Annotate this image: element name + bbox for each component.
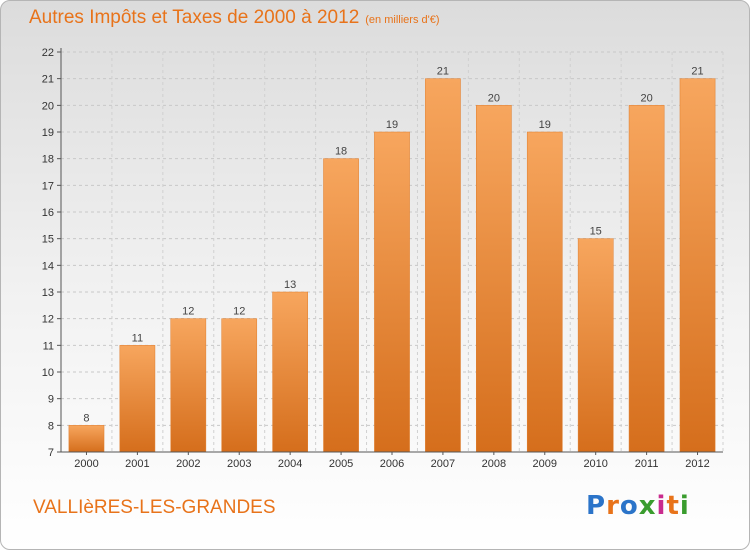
commune-name: VALLIèRES-LES-GRANDES xyxy=(33,497,276,518)
y-tick-label: 18 xyxy=(42,154,54,166)
y-tick-label: 20 xyxy=(42,100,54,112)
y-tick-label: 16 xyxy=(42,207,54,219)
y-tick-label: 11 xyxy=(43,340,54,352)
bar-value-label: 20 xyxy=(488,92,500,104)
bar-2007 xyxy=(425,78,461,453)
bar-value-label: 15 xyxy=(590,226,602,238)
y-tick-label: 10 xyxy=(42,367,54,379)
y-tick-label: 12 xyxy=(42,314,54,326)
x-tick-label: 2002 xyxy=(176,458,200,470)
bar-value-label: 18 xyxy=(335,146,347,158)
x-tick-label: 2012 xyxy=(685,458,709,470)
bar-value-label: 8 xyxy=(83,412,89,424)
y-tick-label: 9 xyxy=(48,394,54,406)
y-tick-label: 14 xyxy=(42,260,54,272)
x-tick-label: 2003 xyxy=(227,458,251,470)
bar-2004 xyxy=(272,291,308,453)
bar-value-label: 12 xyxy=(182,306,194,318)
y-tick-label: 7 xyxy=(48,447,54,459)
y-tick-label: 21 xyxy=(42,74,54,86)
bar-2002 xyxy=(170,318,207,453)
x-tick-label: 2006 xyxy=(380,458,404,470)
y-tick-label: 17 xyxy=(42,180,54,192)
chart-title-text: Autres Impôts et Taxes de 2000 à 2012 xyxy=(29,7,360,28)
x-tick-label: 2004 xyxy=(278,458,302,470)
y-tick-label: 19 xyxy=(42,127,54,139)
chart-title: Autres Impôts et Taxes de 2000 à 2012 (en… xyxy=(29,7,440,29)
bar-2001 xyxy=(119,345,156,453)
x-tick-label: 2001 xyxy=(125,458,149,470)
bar-value-label: 13 xyxy=(284,279,296,291)
bar-2005 xyxy=(323,158,359,453)
y-tick-label: 22 xyxy=(42,47,54,59)
bar-value-label: 19 xyxy=(386,119,398,131)
bar-2000 xyxy=(68,425,105,453)
y-tick-label: 15 xyxy=(42,234,54,246)
bar-2011 xyxy=(628,105,665,453)
bar-value-label: 11 xyxy=(132,332,143,344)
bar-2003 xyxy=(221,318,258,453)
bar-2012 xyxy=(679,78,716,453)
chart-subtitle: (en milliers d'€) xyxy=(365,14,440,26)
bar-2009 xyxy=(526,131,563,453)
x-tick-label: 2005 xyxy=(329,458,353,470)
axes xyxy=(57,48,723,455)
x-tick-label: 2011 xyxy=(635,458,659,470)
bar-value-label: 19 xyxy=(539,119,551,131)
bar-2006 xyxy=(374,131,410,453)
proxiti-logo: Proxiti xyxy=(586,491,690,521)
bar-value-label: 20 xyxy=(640,92,652,104)
x-tick-label: 2010 xyxy=(583,458,607,470)
bar-2008 xyxy=(476,105,512,453)
labels: 7 8 9 10 11 12 13 14 15 16 17 18 19 20 21 22 8 2000 11 2001… xyxy=(42,47,710,470)
bar-value-label: 21 xyxy=(691,66,703,78)
bar-value-label: 12 xyxy=(233,306,245,318)
x-tick-label: 2009 xyxy=(533,458,557,470)
x-tick-label: 2008 xyxy=(482,458,506,470)
x-tick-label: 2007 xyxy=(431,458,455,470)
bars xyxy=(68,78,716,453)
bar-2010 xyxy=(577,238,614,453)
bar-value-label: 21 xyxy=(437,66,449,78)
y-tick-label: 8 xyxy=(48,420,54,432)
y-tick-label: 13 xyxy=(42,287,54,299)
x-tick-label: 2000 xyxy=(74,458,98,470)
